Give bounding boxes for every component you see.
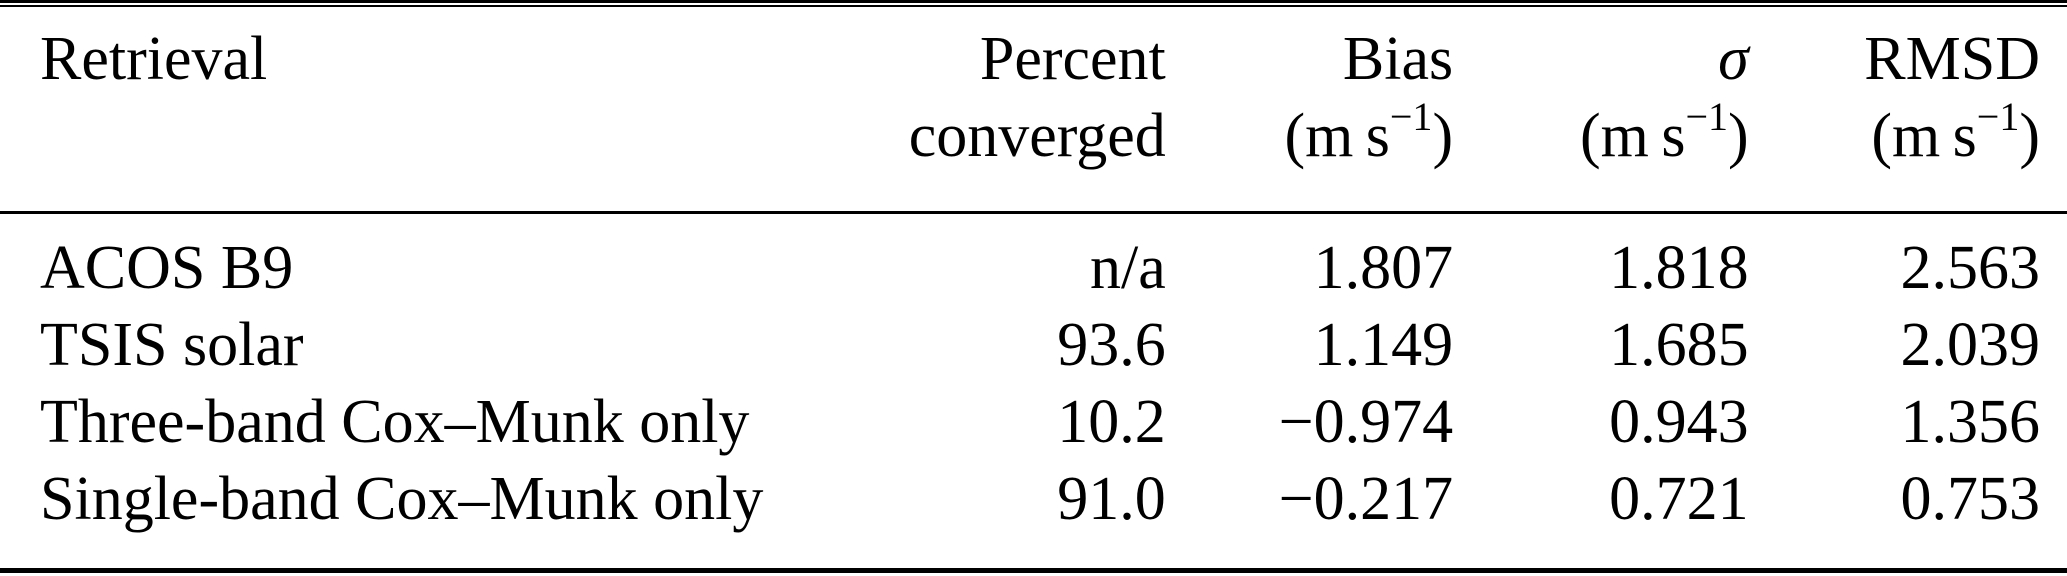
cell-rmsd: 2.563 — [1900, 234, 2041, 302]
cell-percent-converged: n/a — [1090, 234, 1166, 302]
cell-rmsd: 1.356 — [1900, 388, 2041, 456]
cell-retrieval: ACOS B9 — [40, 234, 294, 302]
col-header-percent-converged: Percent converged — [870, 7, 1166, 214]
unit-exponent: −1 — [1685, 94, 1729, 139]
cell-sigma: 1.818 — [1609, 234, 1749, 302]
table-top-rule-thin — [0, 5, 2067, 7]
cell-rmsd: 0.753 — [1900, 465, 2041, 533]
table-top-rule-thick — [0, 0, 2067, 3]
table-row: Three-band Cox–Munk only 10.2 −0.974 0.9… — [0, 384, 2067, 461]
results-table: Retrieval Percent converged Bias (m s−1)… — [0, 7, 2067, 538]
col-header-retrieval: Retrieval — [0, 7, 871, 214]
unit-open: (m s — [1284, 102, 1390, 170]
cell-bias: −0.974 — [1278, 388, 1454, 456]
table-row: TSIS solar 93.6 1.149 1.685 2.039 — [0, 307, 2067, 384]
cell-rmsd: 2.039 — [1900, 311, 2041, 379]
table-row: Single-band Cox–Munk only 91.0 −0.217 0.… — [0, 461, 2067, 538]
cell-sigma: 0.721 — [1609, 465, 1749, 533]
cell-percent-converged: 10.2 — [1057, 388, 1166, 456]
unit-exponent: −1 — [1389, 94, 1433, 139]
rmsd-unit-label: (m s−1) — [1749, 97, 2040, 175]
unit-open: (m s — [1871, 102, 1977, 170]
unit-open: (m s — [1580, 102, 1686, 170]
cell-retrieval: TSIS solar — [40, 311, 304, 379]
cell-retrieval: Single-band Cox–Munk only — [40, 465, 764, 533]
cell-bias: −0.217 — [1278, 465, 1454, 533]
sigma-header-label: σ — [1718, 25, 1749, 93]
col-header-bias: Bias (m s−1) — [1165, 7, 1454, 214]
cell-retrieval: Three-band Cox–Munk only — [40, 388, 750, 456]
unit-close: ) — [1728, 102, 1749, 170]
table-header: Retrieval Percent converged Bias (m s−1)… — [0, 7, 2067, 214]
cell-sigma: 0.943 — [1609, 388, 1749, 456]
percent-header-line2: converged — [908, 102, 1166, 170]
cell-percent-converged: 91.0 — [1057, 465, 1166, 533]
unit-exponent: −1 — [1976, 94, 2020, 139]
table-body: ACOS B9 n/a 1.807 1.818 2.563 TSIS solar… — [0, 213, 2067, 539]
col-header-rmsd: RMSD (m s−1) — [1748, 7, 2067, 214]
col-header-sigma: σ (m s−1) — [1453, 7, 1749, 214]
bias-header-label: Bias — [1342, 25, 1454, 93]
retrieval-header-label: Retrieval — [40, 25, 268, 93]
header-row: Retrieval Percent converged Bias (m s−1)… — [0, 7, 2067, 214]
cell-sigma: 1.685 — [1609, 311, 1749, 379]
table-bottom-rule — [0, 568, 2067, 573]
unit-close: ) — [2019, 102, 2040, 170]
bias-unit-label: (m s−1) — [1166, 97, 1454, 175]
unit-close: ) — [1432, 102, 1454, 170]
cell-bias: 1.807 — [1313, 234, 1454, 302]
cell-bias: 1.149 — [1313, 311, 1454, 379]
percent-header-line1: Percent — [979, 25, 1166, 93]
sigma-unit-label: (m s−1) — [1453, 97, 1749, 175]
rmsd-header-label: RMSD — [1864, 25, 2040, 93]
cell-percent-converged: 93.6 — [1057, 311, 1166, 379]
table-row: ACOS B9 n/a 1.807 1.818 2.563 — [0, 213, 2067, 308]
